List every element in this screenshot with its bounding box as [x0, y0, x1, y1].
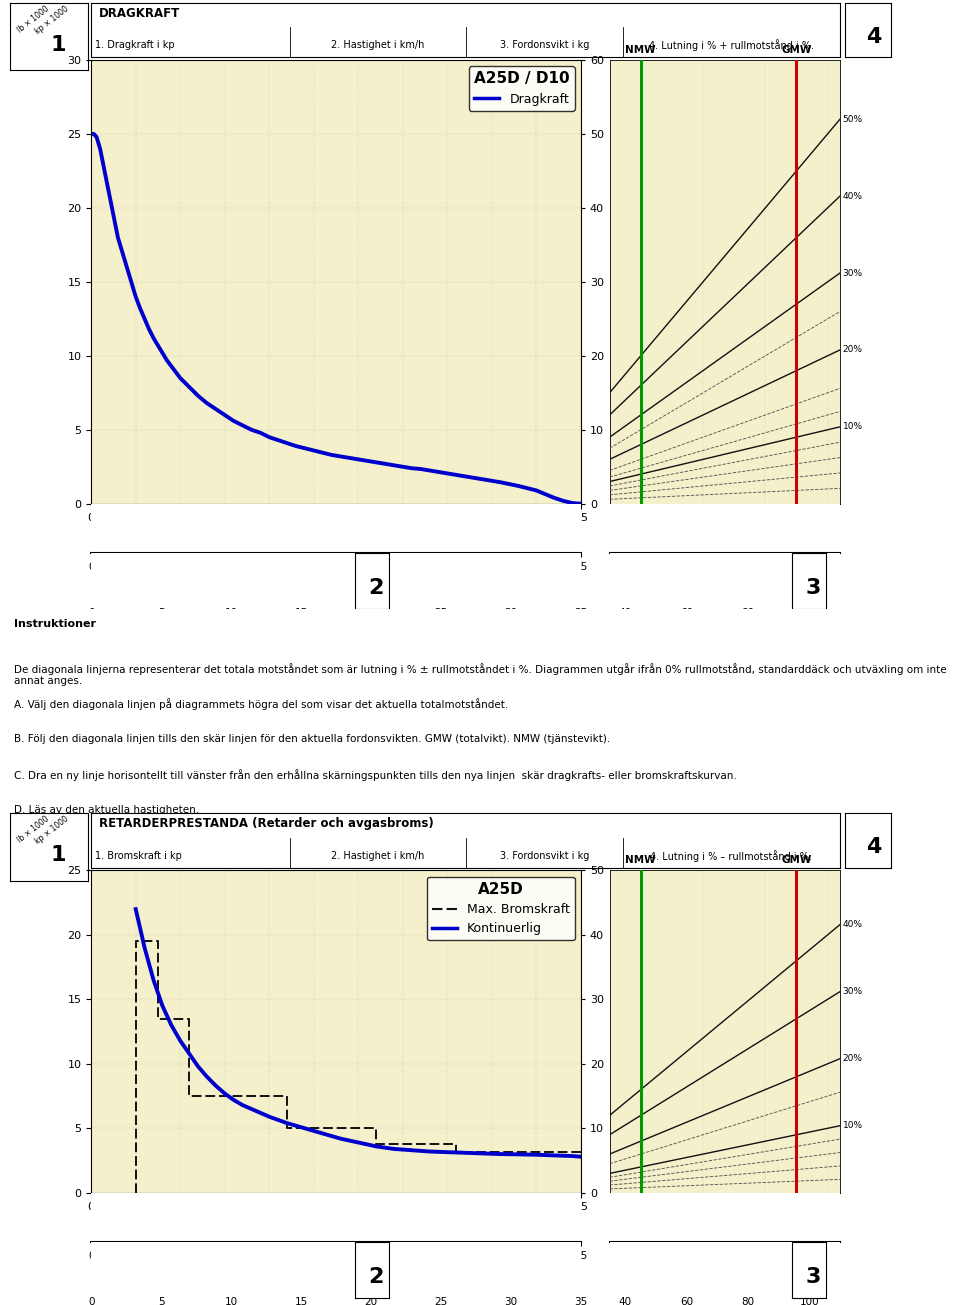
Text: 1. Dragkraft i kp: 1. Dragkraft i kp	[95, 40, 175, 51]
Text: 3: 3	[805, 1267, 821, 1287]
Text: 1: 1	[51, 35, 66, 55]
Text: 1: 1	[51, 846, 66, 865]
Text: kp × 1000: kp × 1000	[34, 4, 70, 35]
Text: 3. Fordonsvikt i kg: 3. Fordonsvikt i kg	[499, 851, 588, 861]
Text: 2: 2	[369, 578, 384, 598]
Text: 1. Bromskraft i kp: 1. Bromskraft i kp	[95, 851, 181, 861]
Text: 4: 4	[866, 837, 881, 857]
Text: A. Välj den diagonala linjen på diagrammets högra del som visar det aktuella tot: A. Välj den diagonala linjen på diagramm…	[14, 698, 509, 710]
X-axis label: km/h: km/h	[321, 527, 351, 540]
X-axis label: kg x 1000: kg x 1000	[699, 1216, 751, 1225]
Text: 3. Fordonsvikt i kg: 3. Fordonsvikt i kg	[499, 40, 588, 51]
Text: D. Läs av den aktuella hastigheten.: D. Läs av den aktuella hastigheten.	[14, 804, 200, 814]
Text: 40%: 40%	[843, 920, 862, 929]
Text: lb × 1000: lb × 1000	[16, 814, 51, 844]
Text: 30%: 30%	[843, 987, 863, 996]
Text: 20%: 20%	[843, 346, 862, 355]
Text: 50%: 50%	[843, 115, 863, 124]
Text: 4. Lutning i % + rullmotstånd i %.: 4. Lutning i % + rullmotstånd i %.	[649, 39, 814, 51]
Text: 3: 3	[805, 578, 821, 598]
Text: 40%: 40%	[843, 192, 862, 201]
Text: 4: 4	[866, 26, 881, 47]
Text: GMW: GMW	[781, 855, 811, 865]
X-axis label: kg x 1000: kg x 1000	[699, 527, 751, 536]
Text: 10%: 10%	[843, 423, 863, 432]
Text: 30%: 30%	[843, 269, 863, 278]
X-axis label: km/h: km/h	[321, 1216, 351, 1229]
Text: 2: 2	[369, 1267, 384, 1287]
Text: 20%: 20%	[843, 1054, 862, 1064]
Text: B. Följ den diagonala linjen tills den skär linjen för den aktuella fordonsvikte: B. Följ den diagonala linjen tills den s…	[14, 733, 611, 744]
Text: GMW: GMW	[781, 44, 811, 55]
Text: RETARDERPRESTANDA (Retarder och avgasbroms): RETARDERPRESTANDA (Retarder och avgasbro…	[99, 817, 433, 830]
Text: 2. Hastighet i km/h: 2. Hastighet i km/h	[331, 40, 424, 51]
Text: NMW: NMW	[625, 44, 656, 55]
Text: 4. Lutning i % – rullmotstånd i %.: 4. Lutning i % – rullmotstånd i %.	[651, 850, 812, 861]
Text: Instruktioner: Instruktioner	[14, 620, 96, 629]
X-axis label: mph: mph	[323, 619, 349, 632]
X-axis label: lb x 1000: lb x 1000	[699, 619, 751, 629]
Legend: Max. Bromskraft, Kontinuerlig: Max. Bromskraft, Kontinuerlig	[426, 877, 574, 940]
Text: C. Dra en ny linje horisontellt till vänster från den erhållna skärningspunkten : C. Dra en ny linje horisontellt till vän…	[14, 769, 737, 780]
Text: NMW: NMW	[625, 855, 656, 865]
Text: 2. Hastighet i km/h: 2. Hastighet i km/h	[331, 851, 424, 861]
Text: De diagonala linjerna representerar det totala motståndet som är lutning i % ± r: De diagonala linjerna representerar det …	[14, 663, 947, 686]
Text: lb × 1000: lb × 1000	[16, 4, 51, 34]
Text: DRAGKRAFT: DRAGKRAFT	[99, 7, 180, 20]
Legend: Dragkraft: Dragkraft	[468, 67, 574, 111]
Text: 10%: 10%	[843, 1121, 863, 1130]
Text: kp × 1000: kp × 1000	[34, 814, 70, 846]
